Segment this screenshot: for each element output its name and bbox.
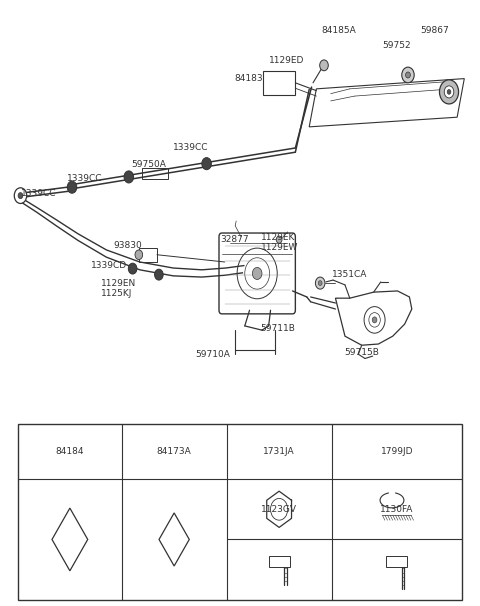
Circle shape [406, 72, 410, 78]
Circle shape [318, 281, 322, 285]
Text: 1130FA: 1130FA [380, 505, 413, 514]
Circle shape [18, 193, 23, 199]
Bar [269, 556, 289, 567]
Circle shape [447, 90, 451, 95]
Circle shape [276, 236, 282, 243]
Text: 1339CC: 1339CC [173, 143, 209, 152]
Circle shape [67, 181, 77, 193]
Circle shape [135, 250, 143, 259]
Text: 84173A: 84173A [157, 447, 192, 456]
Text: 1339CC: 1339CC [67, 175, 103, 183]
Circle shape [128, 263, 137, 274]
Text: 1129EK: 1129EK [261, 233, 295, 242]
Text: 84184: 84184 [56, 447, 84, 456]
Circle shape [372, 317, 377, 323]
Text: 1129ED: 1129ED [269, 56, 304, 65]
Text: 32877: 32877 [220, 235, 249, 244]
Circle shape [252, 267, 262, 279]
Text: 93830: 93830 [114, 241, 142, 250]
Circle shape [124, 171, 133, 183]
Bar [386, 556, 407, 567]
Text: 84183: 84183 [234, 74, 263, 83]
Text: 59867: 59867 [420, 26, 449, 35]
Circle shape [155, 269, 163, 280]
Text: 1351CA: 1351CA [332, 270, 367, 279]
Text: 84185A: 84185A [321, 26, 356, 35]
Text: 1125KJ: 1125KJ [101, 289, 132, 298]
Circle shape [444, 86, 454, 98]
Text: 59711B: 59711B [261, 324, 295, 333]
Text: 1731JA: 1731JA [264, 447, 295, 456]
Circle shape [440, 80, 458, 104]
Text: 59710A: 59710A [195, 350, 230, 359]
Text: 59750A: 59750A [131, 160, 166, 168]
Text: 1799JD: 1799JD [381, 447, 413, 456]
Text: 1129EN: 1129EN [101, 279, 136, 288]
Bar [263, 71, 295, 95]
Circle shape [320, 60, 328, 71]
Text: 59715B: 59715B [344, 348, 379, 357]
Text: 1339CC: 1339CC [21, 188, 56, 198]
Circle shape [315, 277, 325, 289]
Circle shape [14, 188, 27, 204]
Circle shape [402, 67, 414, 83]
Bar [142, 168, 168, 179]
Text: 1339CD: 1339CD [91, 261, 127, 270]
Text: 1129EW: 1129EW [261, 243, 298, 252]
Bar [139, 247, 157, 262]
Circle shape [202, 158, 211, 170]
Bar [18, 424, 462, 600]
Text: 59752: 59752 [382, 41, 411, 50]
Text: 1123GV: 1123GV [261, 505, 297, 514]
